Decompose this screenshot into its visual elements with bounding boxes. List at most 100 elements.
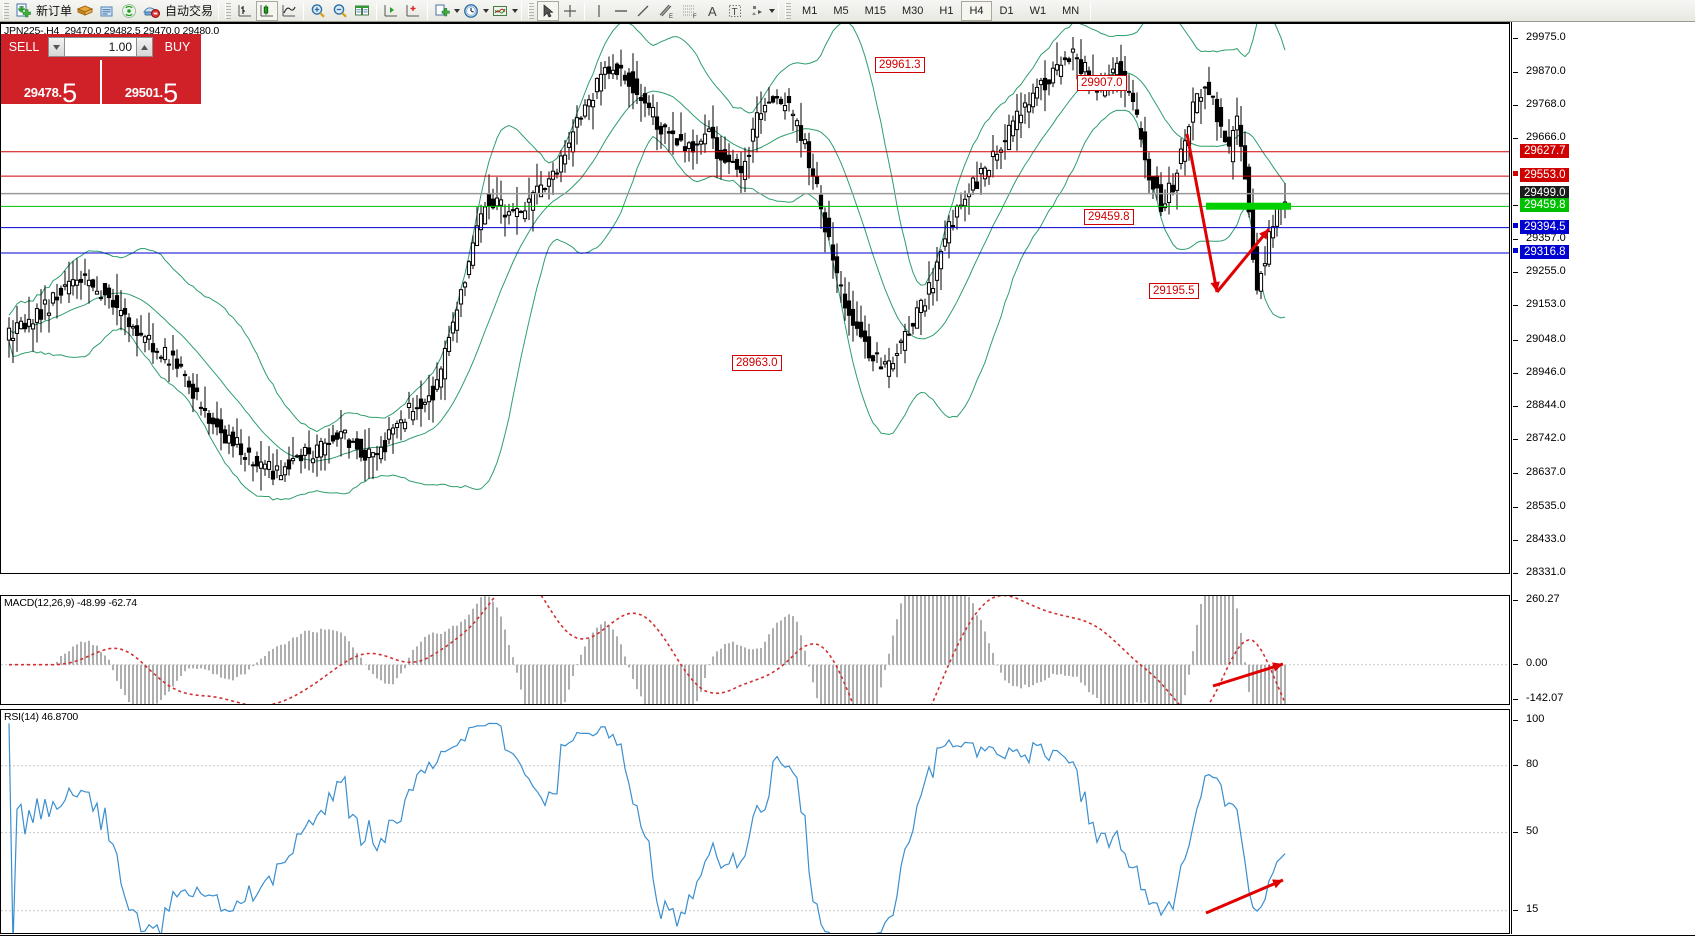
price-axis-label: 29666.0: [1526, 131, 1566, 144]
chart-shift-icon[interactable]: [380, 1, 402, 21]
add-indicator-icon[interactable]: [431, 1, 453, 21]
order-marker[interactable]: [1512, 170, 1519, 178]
price-axis-badge-29394-5[interactable]: 29394.5: [1520, 219, 1569, 234]
timeframe-h4[interactable]: H4: [961, 0, 992, 21]
line-chart-icon[interactable]: [278, 1, 300, 21]
cursor-icon[interactable]: [537, 0, 560, 21]
volume-increment-button[interactable]: [136, 37, 153, 57]
toolbar-separator-6: [584, 1, 586, 20]
vertical-line-icon[interactable]: [588, 1, 610, 21]
order-marker[interactable]: [1512, 221, 1519, 229]
timeframe-h1[interactable]: H1: [939, 4, 954, 17]
volume-stepper[interactable]: 1.00: [47, 34, 154, 60]
volume-input[interactable]: 1.00: [65, 37, 136, 57]
one-click-trading-panel[interactable]: SELL 1.00 BUY 29478 . 5 29501 . 5: [1, 34, 201, 107]
buy-price[interactable]: 29501 . 5: [102, 60, 201, 107]
zoom-in-icon[interactable]: [307, 1, 329, 21]
timeframe-m1[interactable]: M1: [802, 4, 818, 17]
buy-button[interactable]: BUY: [154, 34, 201, 60]
price-axis-tick: [1513, 539, 1518, 541]
signal-icon[interactable]: [118, 1, 140, 21]
toolbar-grip-4[interactable]: [785, 2, 792, 19]
annotation-29907: 29907.0: [1077, 75, 1127, 91]
price-axis-badge-last: 29499.0: [1520, 185, 1569, 200]
templates-icon[interactable]: [489, 1, 511, 21]
timeframe-m15[interactable]: M15: [864, 4, 886, 17]
macd-pane[interactable]: MACD(12,26,9) -48.99 -62.74: [0, 595, 1510, 705]
text-icon[interactable]: A: [702, 1, 724, 21]
sell-price[interactable]: 29478 . 5: [1, 60, 102, 107]
toolbar-grip-2[interactable]: [225, 2, 232, 19]
toolbar-separator-3: [376, 1, 378, 20]
new-order-icon[interactable]: [12, 1, 34, 21]
text-label-icon[interactable]: T: [724, 1, 746, 21]
period-icon[interactable]: [460, 1, 482, 21]
price-axis[interactable]: 29975.0 29870.0 29768.0 29666.0 29553.0 29459…: [1511, 22, 1695, 934]
price-axis-badge-29553-0[interactable]: 29553.0: [1520, 168, 1569, 183]
price-axis-badge-29627-7[interactable]: 29627.7: [1520, 143, 1569, 158]
news-icon[interactable]: [96, 1, 118, 21]
volume-decrement-button[interactable]: [48, 37, 65, 57]
sell-price-integer: 29478: [23, 85, 59, 100]
toolbar-separator-8: [1090, 1, 1092, 20]
price-axis-tick: [1513, 372, 1518, 374]
new-order-label[interactable]: 新订单: [36, 4, 73, 18]
data-window-icon[interactable]: [351, 1, 373, 21]
macd-axis-tick: [1513, 599, 1518, 601]
toolbar-separator: [218, 1, 220, 20]
trendline-icon[interactable]: [632, 1, 654, 21]
rsi-title: RSI(14) 46.8700: [4, 711, 79, 723]
price-axis-tick: [1513, 238, 1518, 240]
bar-chart-icon[interactable]: [234, 1, 256, 21]
timeframe-m30[interactable]: M30: [902, 4, 924, 17]
horizontal-line-icon[interactable]: [610, 1, 632, 21]
timeframe-d1[interactable]: D1: [999, 4, 1014, 17]
price-axis-badge-29316-8[interactable]: 29316.8: [1520, 244, 1569, 259]
toolbar-grip[interactable]: [3, 2, 9, 19]
order-marker[interactable]: [1512, 246, 1519, 254]
price-axis-tick: [1513, 473, 1518, 475]
price-axis-tick: [1513, 439, 1518, 441]
sell-price-decimal: .: [58, 85, 63, 100]
chart-workspace: JPN225-,H4 29470.0 29482.5 29470.0 29480…: [0, 22, 1695, 938]
rsi-axis-label: 80: [1526, 757, 1539, 770]
fibonacci-icon[interactable]: F: [678, 1, 702, 21]
add-indicator-caret-icon[interactable]: [454, 8, 461, 13]
autotrading-label[interactable]: 自动交易: [165, 4, 214, 18]
sell-button[interactable]: SELL: [1, 34, 47, 60]
period-caret-icon[interactable]: [483, 8, 490, 13]
price-axis-tick: [1513, 138, 1518, 140]
price-axis-tick: [1513, 105, 1518, 107]
price-axis-tick: [1513, 506, 1518, 508]
price-axis-label: 28742.0: [1526, 432, 1566, 445]
crosshair-icon[interactable]: [559, 1, 581, 21]
buy-price-decimal: .: [159, 85, 164, 100]
candlestick-chart-icon[interactable]: [256, 0, 279, 21]
wallet-icon[interactable]: [74, 1, 96, 21]
svg-text:F: F: [693, 14, 697, 19]
annotation-29961: 29961.3: [875, 57, 925, 73]
price-axis-label: 28331.0: [1526, 566, 1566, 578]
annotation-29459: 29459.8: [1084, 209, 1134, 225]
price-axis-badge-29459-8[interactable]: 29459.8: [1520, 198, 1569, 213]
zoom-out-icon[interactable]: [329, 1, 351, 21]
timeframe-m5[interactable]: M5: [833, 4, 849, 17]
equidistant-channel-icon[interactable]: E: [654, 1, 678, 21]
timeframe-w1[interactable]: W1: [1029, 4, 1047, 17]
time-axis[interactable]: Oct 202119 Oct 00:0020 Oct 10:5521 Oct 1…: [0, 935, 1695, 938]
toolbar-grip-3[interactable]: [528, 2, 535, 19]
timeframe-mn[interactable]: MN: [1062, 4, 1080, 17]
shapes-caret-icon[interactable]: [769, 8, 776, 13]
rsi-pane[interactable]: RSI(14) 46.8700: [0, 709, 1510, 934]
price-axis-label: 28637.0: [1526, 466, 1566, 479]
shapes-icon[interactable]: [746, 1, 768, 21]
autotrading-icon[interactable]: [140, 1, 163, 21]
price-axis-tick: [1513, 71, 1518, 73]
rsi-axis-tick: [1513, 720, 1518, 722]
order-panel-price-row: 29478 . 5 29501 . 5: [1, 60, 201, 107]
svg-text:T: T: [732, 7, 738, 18]
auto-scroll-icon[interactable]: [402, 1, 424, 21]
templates-caret-icon[interactable]: [512, 8, 519, 13]
order-panel-top-row: SELL 1.00 BUY: [1, 34, 201, 60]
price-chart-pane[interactable]: JPN225-,H4 29470.0 29482.5 29470.0 29480…: [0, 22, 1510, 574]
